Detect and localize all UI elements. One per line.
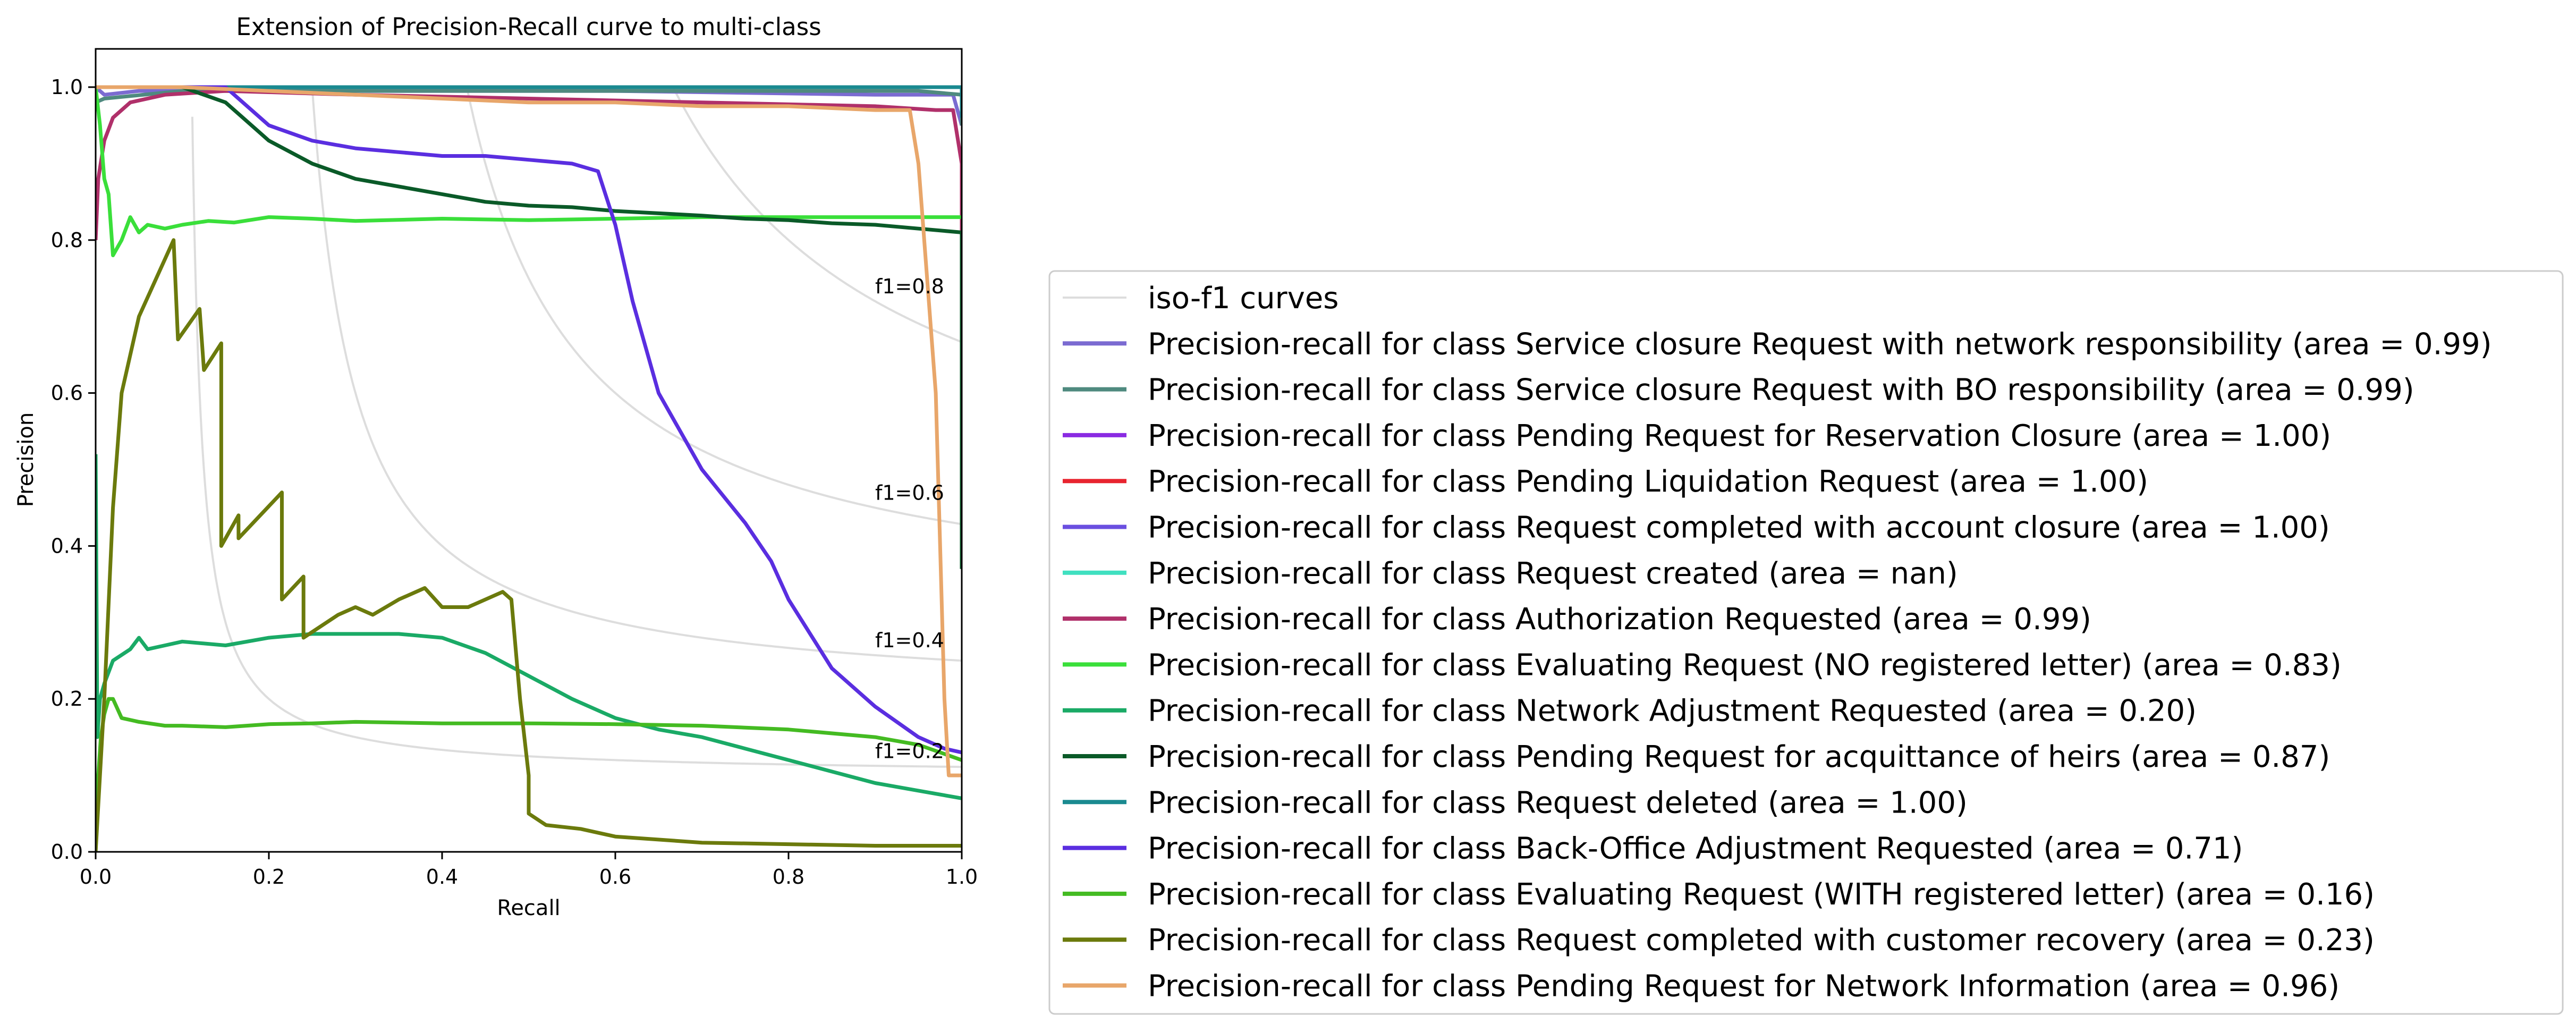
legend-label: Precision-recall for class Service closu… xyxy=(1148,373,2414,408)
legend-label: Precision-recall for class Pending Reque… xyxy=(1148,740,2330,774)
x-tick-label: 0.6 xyxy=(599,865,631,889)
series-line-14 xyxy=(96,238,962,852)
legend-label: Precision-recall for class Pending Liqui… xyxy=(1148,464,2148,499)
y-tick-label: 1.0 xyxy=(51,75,83,99)
x-tick-label: 1.0 xyxy=(946,865,978,889)
plot-frame xyxy=(95,48,963,853)
series-line-10 xyxy=(96,85,962,569)
chart-title: Extension of Precision-Recall curve to m… xyxy=(236,13,821,41)
legend: iso-f1 curves Precision-recall for class … xyxy=(1048,270,2564,1015)
x-tick-label: 0.8 xyxy=(773,865,804,889)
legend-label: Precision-recall for class Evaluating Re… xyxy=(1148,648,2342,682)
y-tick-label: 0.2 xyxy=(51,687,83,710)
series-line-2 xyxy=(96,89,962,125)
legend-label: Precision-recall for class Pending Reque… xyxy=(1148,419,2331,453)
plot-lines xyxy=(96,85,962,852)
legend-label: Precision-recall for class Network Adjus… xyxy=(1148,694,2197,729)
iso-f1-label-3: f1=0.6 xyxy=(875,481,944,505)
iso-f1-curve-1 xyxy=(191,116,962,768)
iso-f1-curve-4 xyxy=(672,87,962,343)
x-tick-label: 0.2 xyxy=(253,865,285,889)
series-line-9 xyxy=(96,454,962,800)
series-line-12 xyxy=(96,85,962,755)
legend-label: Precision-recall for class Pending Reque… xyxy=(1148,969,2340,1004)
legend-label: Precision-recall for class Request compl… xyxy=(1148,511,2330,545)
legend-label: Precision-recall for class Authorization… xyxy=(1148,602,2091,637)
legend-label: Precision-recall for class Request compl… xyxy=(1148,923,2375,958)
y-axis: 0.0 0.2 0.4 0.6 0.8 1.0 xyxy=(51,75,96,864)
x-tick-label: 0.0 xyxy=(80,865,112,889)
series-line-8 xyxy=(96,87,962,257)
y-tick-label: 0.6 xyxy=(51,382,83,405)
legend-label: Precision-recall for class Evaluating Re… xyxy=(1148,877,2375,912)
y-tick-label: 0.0 xyxy=(51,840,83,864)
series-line-13 xyxy=(96,697,962,852)
legend-label: Precision-recall for class Back-Office A… xyxy=(1148,832,2243,866)
legend-label: iso-f1 curves xyxy=(1148,281,1338,316)
legend-label: Precision-recall for class Request creat… xyxy=(1148,556,1958,591)
iso-f1-curve-3 xyxy=(466,89,962,526)
iso-f1-label-2: f1=0.4 xyxy=(875,629,944,652)
y-axis-label: Precision xyxy=(14,412,38,507)
y-tick-label: 0.4 xyxy=(51,534,83,557)
x-axis: 0.0 0.2 0.4 0.6 0.8 1.0 xyxy=(80,852,978,889)
x-axis-label: Recall xyxy=(497,896,560,920)
iso-f1-curve-2 xyxy=(311,93,962,662)
legend-label: Precision-recall for class Service closu… xyxy=(1148,327,2492,361)
iso-f1-label-4: f1=0.8 xyxy=(875,275,944,298)
legend-label: Precision-recall for class Request delet… xyxy=(1148,785,1968,820)
series-line-11 xyxy=(96,85,962,118)
iso-f1-label-1: f1=0.2 xyxy=(875,739,944,763)
x-tick-label: 0.4 xyxy=(426,865,458,889)
plot-area: f1=0.2 f1=0.4 f1=0.6 f1=0.8 xyxy=(95,48,963,853)
legend-box xyxy=(1048,270,2564,1015)
series-line-15 xyxy=(96,85,962,777)
y-tick-label: 0.8 xyxy=(51,229,83,252)
